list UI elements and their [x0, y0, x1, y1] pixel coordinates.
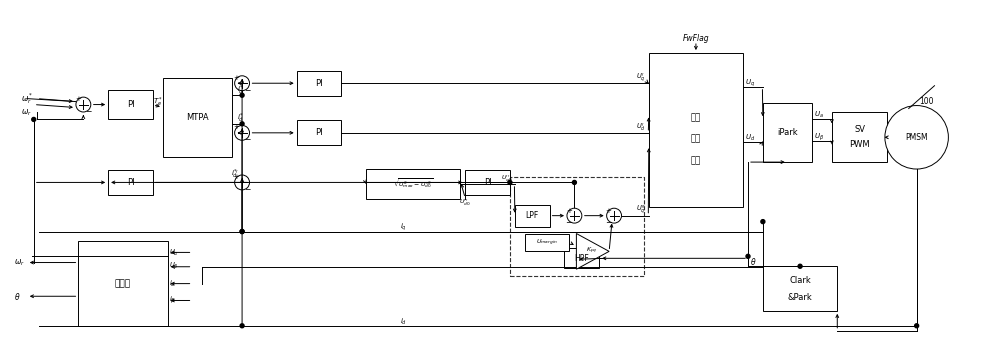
Text: $\theta$: $\theta$: [14, 291, 20, 302]
Circle shape: [240, 93, 244, 97]
Text: $U_q'$: $U_q'$: [636, 71, 646, 85]
Text: 切换: 切换: [691, 135, 701, 144]
Text: $U_a$: $U_a$: [814, 110, 824, 120]
Text: 弱磁: 弱磁: [691, 113, 701, 122]
Text: 观测器: 观测器: [115, 279, 131, 288]
Text: $U_q''$: $U_q''$: [636, 204, 646, 217]
FancyBboxPatch shape: [649, 53, 743, 207]
Text: FwFlag: FwFlag: [683, 34, 709, 43]
Text: PI: PI: [484, 178, 491, 187]
Text: $i_q$: $i_q$: [400, 222, 407, 233]
FancyBboxPatch shape: [78, 242, 168, 326]
Text: LPF: LPF: [526, 211, 539, 220]
Circle shape: [761, 220, 765, 223]
Text: &Park: &Park: [788, 293, 812, 302]
FancyBboxPatch shape: [108, 170, 153, 195]
Circle shape: [235, 125, 250, 140]
Circle shape: [746, 254, 750, 258]
FancyBboxPatch shape: [108, 90, 153, 119]
Text: $-$: $-$: [565, 216, 573, 225]
Circle shape: [240, 230, 244, 234]
Circle shape: [240, 230, 244, 234]
Polygon shape: [576, 234, 609, 269]
Text: $\theta$: $\theta$: [750, 256, 756, 267]
Text: MTPA: MTPA: [186, 113, 209, 122]
Text: +: +: [234, 124, 240, 130]
Text: +: +: [234, 174, 240, 180]
FancyBboxPatch shape: [564, 248, 599, 268]
Text: PI: PI: [315, 128, 323, 137]
Circle shape: [572, 180, 576, 184]
Text: $-$: $-$: [85, 105, 93, 114]
Text: Clark: Clark: [789, 276, 811, 285]
Text: PMSM: PMSM: [905, 133, 928, 142]
Circle shape: [240, 324, 244, 328]
Circle shape: [235, 175, 250, 190]
Text: $U_\alpha$: $U_\alpha$: [169, 247, 179, 257]
Text: $K_{pq}$: $K_{pq}$: [586, 246, 597, 256]
Circle shape: [885, 105, 948, 169]
FancyBboxPatch shape: [163, 78, 232, 157]
Text: $i_\beta$: $i_\beta$: [169, 295, 175, 306]
Circle shape: [607, 208, 622, 223]
Text: $\omega_r$: $\omega_r$: [14, 257, 25, 268]
Text: $U_\beta$: $U_\beta$: [169, 261, 178, 272]
FancyBboxPatch shape: [763, 266, 837, 311]
Text: +: +: [234, 75, 240, 81]
Text: HPF: HPF: [574, 254, 589, 263]
Circle shape: [240, 122, 244, 126]
Text: 100: 100: [920, 97, 934, 106]
FancyBboxPatch shape: [832, 112, 887, 162]
FancyBboxPatch shape: [525, 234, 569, 251]
Text: $i_q^{*}$: $i_q^{*}$: [237, 83, 244, 98]
Text: PI: PI: [127, 100, 134, 109]
Text: $-$: $-$: [244, 133, 251, 142]
Text: $U_d'$: $U_d'$: [636, 122, 646, 134]
Text: iPark: iPark: [777, 128, 798, 137]
Circle shape: [32, 117, 36, 121]
FancyBboxPatch shape: [297, 71, 341, 96]
Text: PI: PI: [127, 178, 134, 187]
Text: $\omega_r^*$: $\omega_r^*$: [21, 91, 33, 106]
Text: $U_\beta$: $U_\beta$: [814, 132, 825, 143]
Text: $-$: $-$: [605, 216, 612, 225]
Text: $\omega_r$: $\omega_r$: [21, 107, 32, 118]
FancyBboxPatch shape: [763, 103, 812, 162]
Text: $i_\alpha$: $i_\alpha$: [169, 279, 175, 289]
FancyBboxPatch shape: [366, 169, 460, 199]
Text: $-$: $-$: [244, 183, 251, 192]
Text: $-$: $-$: [244, 84, 251, 93]
Text: SV: SV: [854, 125, 865, 134]
FancyBboxPatch shape: [297, 120, 341, 145]
Text: $U_{d0}''$: $U_{d0}''$: [459, 197, 471, 208]
Text: $U_{margin}$: $U_{margin}$: [536, 237, 558, 247]
Text: $i_d$: $i_d$: [400, 317, 407, 327]
Text: PWM: PWM: [849, 140, 870, 149]
Text: $i_d^{*}$: $i_d^{*}$: [237, 112, 244, 126]
FancyBboxPatch shape: [465, 170, 510, 195]
Circle shape: [235, 76, 250, 91]
Text: PI: PI: [315, 79, 323, 88]
Text: $\sqrt{U^2_{max}-U_{d0}^{\prime\prime 2}}$: $\sqrt{U^2_{max}-U_{d0}^{\prime\prime 2}…: [393, 177, 433, 191]
FancyBboxPatch shape: [515, 205, 550, 227]
Circle shape: [567, 208, 582, 223]
Text: $U_d$: $U_d$: [745, 133, 755, 143]
Text: $T_e^*$: $T_e^*$: [153, 96, 163, 109]
Text: +: +: [75, 96, 81, 102]
Circle shape: [915, 324, 919, 328]
Text: +: +: [566, 208, 572, 213]
Text: 开关: 开关: [691, 156, 701, 165]
Circle shape: [508, 180, 512, 184]
Text: +: +: [606, 208, 612, 213]
Text: $i_d^{*\prime}$: $i_d^{*\prime}$: [231, 168, 239, 181]
Text: $U_{q0}''$: $U_{q0}''$: [501, 173, 513, 185]
Circle shape: [76, 97, 91, 112]
Text: $U_q$: $U_q$: [745, 77, 755, 88]
Circle shape: [798, 264, 802, 268]
